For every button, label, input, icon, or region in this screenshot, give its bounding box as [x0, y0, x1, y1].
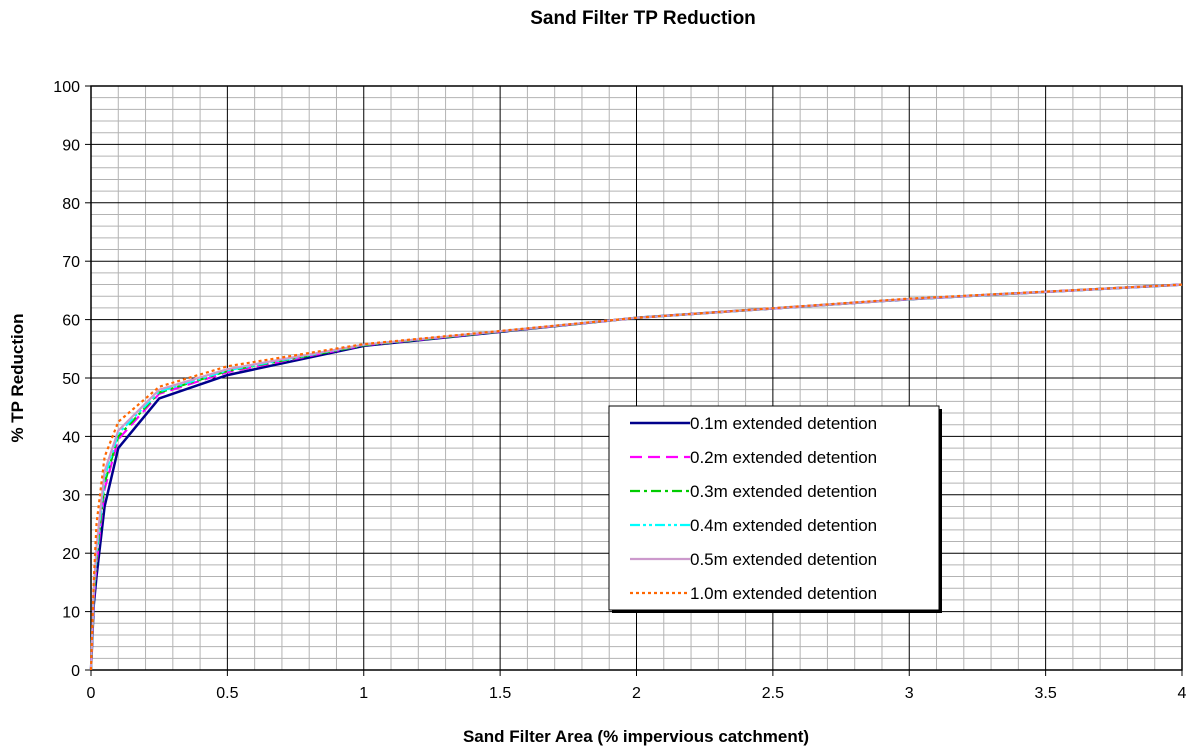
- legend-label-2: 0.2m extended detention: [690, 448, 877, 467]
- x-tick-label: 0.5: [216, 685, 238, 702]
- series-lines: [89, 283, 1183, 671]
- x-axis-ticks: 0 0.5 1 1.5 2 2.5 3 3.5 4: [87, 670, 1187, 702]
- legend-label-4: 0.4m extended detention: [690, 516, 877, 535]
- y-tick-label: 40: [62, 429, 80, 446]
- legend-label-1: 0.1m extended detention: [690, 414, 877, 433]
- y-axis-title: % TP Reduction: [8, 313, 27, 442]
- y-tick-label: 50: [62, 371, 80, 388]
- x-tick-label: 1.5: [489, 685, 511, 702]
- y-tick-label: 70: [62, 254, 80, 271]
- x-tick-label: 2: [632, 685, 641, 702]
- y-tick-label: 80: [62, 196, 80, 213]
- y-tick-label: 30: [62, 488, 80, 505]
- y-tick-label: 10: [62, 605, 80, 622]
- legend-label-6: 1.0m extended detention: [690, 584, 877, 603]
- legend: 0.1m extended detention 0.2m extended det…: [608, 405, 942, 613]
- legend-label-5: 0.5m extended detention: [690, 550, 877, 569]
- legend-label-3: 0.3m extended detention: [690, 482, 877, 501]
- y-tick-label: 20: [62, 546, 80, 563]
- x-tick-label: 4: [1178, 685, 1187, 702]
- x-tick-label: 2.5: [762, 685, 784, 702]
- x-tick-label: 0: [87, 685, 96, 702]
- x-tick-label: 1: [359, 685, 368, 702]
- x-tick-label: 3.5: [1035, 685, 1057, 702]
- y-axis-ticks: 0 10 20 30 40 50 60 70 80 90 100: [53, 79, 91, 680]
- y-tick-label: 100: [53, 79, 80, 96]
- y-tick-label: 0: [71, 663, 80, 680]
- chart-title: Sand Filter TP Reduction: [530, 8, 756, 29]
- x-tick-label: 3: [905, 685, 914, 702]
- x-axis-title: Sand Filter Area (% impervious catchment…: [463, 727, 809, 746]
- y-tick-label: 90: [62, 137, 80, 154]
- legend-box: [608, 405, 940, 611]
- y-tick-label: 60: [62, 313, 80, 330]
- series-line-6: [89, 283, 1183, 671]
